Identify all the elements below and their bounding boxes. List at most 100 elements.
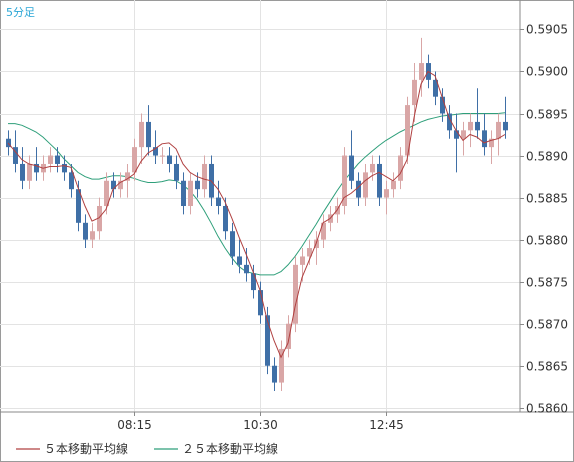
y-tick-label: 0.5895 xyxy=(526,108,568,122)
candle xyxy=(146,105,151,156)
ma25-series xyxy=(8,112,506,276)
candle-body xyxy=(34,163,39,173)
candle-body xyxy=(27,163,32,181)
candle xyxy=(349,130,354,190)
candle-body xyxy=(412,79,417,106)
y-axis-ticks: 0.5905 0.5900 0.5895 0.5890 0.5885 0.5880 0.58… xyxy=(520,23,568,416)
candle xyxy=(83,214,88,249)
legend-ma5-label: ５本移動平均線 xyxy=(44,441,128,456)
candle xyxy=(419,37,424,97)
y-tick-label: 0.5870 xyxy=(526,318,568,332)
candle xyxy=(230,222,235,265)
candle-body xyxy=(356,180,361,198)
candle xyxy=(237,239,242,274)
y-tick-label: 0.5900 xyxy=(526,65,568,79)
ma5-series xyxy=(7,70,506,359)
candle-body xyxy=(377,163,382,198)
candle-body xyxy=(188,180,193,206)
candle xyxy=(48,147,53,173)
candle-body xyxy=(195,180,200,190)
candle xyxy=(447,105,452,139)
y-tick-label: 0.5880 xyxy=(526,234,568,248)
candle-body xyxy=(398,155,403,181)
candle-body xyxy=(503,121,508,131)
candle-body xyxy=(202,163,207,190)
candle-body xyxy=(76,189,81,223)
timeframe-label: 5分足 xyxy=(6,6,35,19)
candle xyxy=(97,197,102,240)
candle xyxy=(496,113,501,156)
candle-body xyxy=(153,147,158,156)
candle-body xyxy=(13,147,18,164)
legend-ma25-label: ２５本移動平均線 xyxy=(182,441,278,456)
ma5-line xyxy=(7,70,506,359)
candle xyxy=(55,147,60,173)
y-tick-label: 0.5885 xyxy=(526,192,568,206)
candle xyxy=(405,96,410,164)
ma25-line xyxy=(8,112,506,276)
candle xyxy=(160,147,165,164)
candle xyxy=(111,172,116,198)
candle-body xyxy=(62,163,67,173)
candle-body xyxy=(433,79,438,97)
candle-body xyxy=(69,172,74,190)
candle-body xyxy=(342,155,347,206)
x-tick-label: 10:30 xyxy=(243,418,278,432)
candle-body xyxy=(174,163,179,181)
candle-body xyxy=(419,63,424,80)
candle xyxy=(454,113,459,173)
candle xyxy=(468,113,473,148)
candle xyxy=(125,163,130,198)
candle xyxy=(223,197,228,240)
candle xyxy=(265,306,270,375)
candle-body xyxy=(146,121,151,148)
candle-body xyxy=(384,189,389,198)
candle xyxy=(384,180,389,215)
candle xyxy=(20,147,25,190)
candle xyxy=(279,340,284,391)
candle-body xyxy=(251,273,256,291)
candle-body xyxy=(321,222,326,240)
candle-body xyxy=(405,105,410,156)
candle xyxy=(34,147,39,181)
candle xyxy=(90,222,95,249)
candle-body xyxy=(461,130,466,139)
candle xyxy=(27,155,32,190)
candle-body xyxy=(475,121,480,131)
candle-body xyxy=(104,180,109,206)
candle-body xyxy=(230,231,235,257)
y-tick-label: 0.5890 xyxy=(526,150,568,164)
candle xyxy=(244,248,249,282)
candle-body xyxy=(132,147,137,173)
candle xyxy=(489,130,494,164)
candle xyxy=(293,256,298,333)
candle-body xyxy=(447,113,452,131)
candle xyxy=(286,315,291,358)
candle xyxy=(153,130,158,164)
y-tick-label: 0.5860 xyxy=(526,402,568,416)
candle-body xyxy=(118,180,123,190)
x-tick-label: 08:15 xyxy=(117,418,152,432)
candle xyxy=(118,172,123,198)
candle-body xyxy=(237,256,242,265)
candle-body xyxy=(300,256,305,265)
candle xyxy=(139,113,144,164)
y-tick-label: 0.5865 xyxy=(526,360,568,374)
candle-body xyxy=(391,180,396,190)
candle-body xyxy=(454,130,459,139)
candle xyxy=(503,96,508,139)
candle xyxy=(216,180,221,215)
candle-body xyxy=(370,163,375,173)
candle-body xyxy=(496,121,501,139)
candle xyxy=(363,163,368,206)
candle-body xyxy=(258,290,263,316)
candle-body xyxy=(97,206,102,232)
candle-body xyxy=(293,264,298,324)
candle-body xyxy=(272,365,277,383)
grid xyxy=(0,0,520,412)
candle xyxy=(174,155,179,190)
candle-body xyxy=(160,155,165,157)
candle-body xyxy=(349,155,354,181)
